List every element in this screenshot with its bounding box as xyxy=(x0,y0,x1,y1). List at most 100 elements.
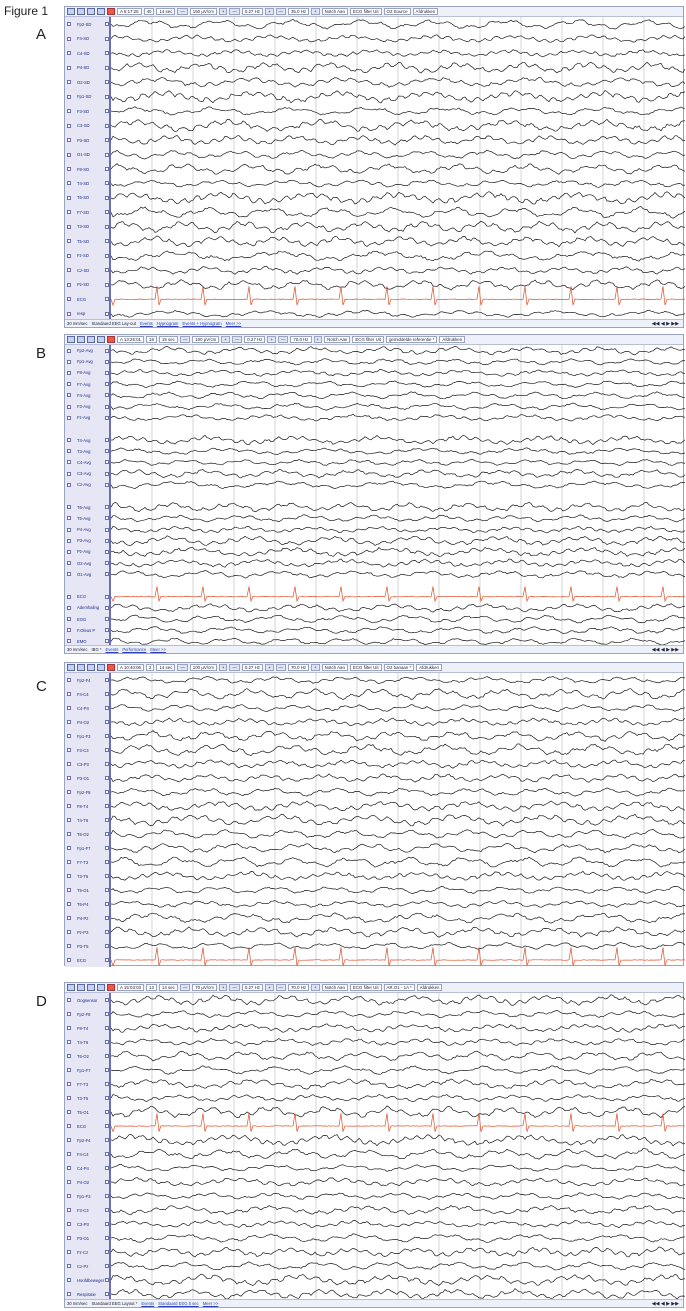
toolbar-field[interactable]: O2 banaan * xyxy=(383,664,415,671)
channel-settings-checkbox[interactable] xyxy=(105,348,109,353)
decrease-button[interactable]: — xyxy=(229,8,240,15)
channel-row[interactable]: C3-P3 xyxy=(65,1220,111,1228)
channel-checkbox[interactable] xyxy=(67,998,71,1002)
status-link[interactable]: Events xyxy=(105,647,119,652)
channel-row[interactable]: F4-Avg xyxy=(65,391,111,399)
toolbar-field[interactable]: 14 sec xyxy=(158,984,178,991)
status-field[interactable]: Standaard EEG Layout * xyxy=(91,1301,138,1306)
channel-settings-checkbox[interactable] xyxy=(105,311,109,316)
monitor-icon[interactable] xyxy=(87,984,95,991)
channel-row[interactable]: ECG xyxy=(65,956,111,964)
channel-settings-checkbox[interactable] xyxy=(105,404,109,409)
channel-settings-checkbox[interactable] xyxy=(105,36,109,41)
channel-checkbox[interactable] xyxy=(67,1110,71,1114)
channel-checkbox[interactable] xyxy=(67,297,71,302)
toolbar-field[interactable]: Notch Aan xyxy=(324,336,351,343)
channel-row[interactable]: F7-SD xyxy=(65,208,111,216)
channel-row[interactable]: Fp2-F4 xyxy=(65,1136,111,1144)
channel-checkbox[interactable] xyxy=(67,1166,71,1170)
channel-settings-checkbox[interactable] xyxy=(105,790,109,794)
channel-row[interactable]: resp xyxy=(65,310,111,318)
channel-checkbox[interactable] xyxy=(67,80,71,85)
speaker-icon[interactable] xyxy=(97,664,105,671)
decrease-button[interactable]: — xyxy=(231,336,243,343)
toolbar-field[interactable]: ECG filter Uit xyxy=(352,336,384,343)
status-field[interactable]: 30 mm/sec xyxy=(67,321,88,326)
eeg-trace-canvas[interactable] xyxy=(110,17,686,321)
monitor-icon[interactable] xyxy=(87,336,95,343)
eeg-trace-canvas[interactable] xyxy=(110,345,686,647)
record-icon[interactable] xyxy=(107,8,115,15)
channel-settings-checkbox[interactable] xyxy=(105,224,109,229)
channel-checkbox[interactable] xyxy=(67,1180,71,1184)
decrease-button[interactable]: — xyxy=(179,336,191,343)
speaker-icon[interactable] xyxy=(97,336,105,343)
channel-settings-checkbox[interactable] xyxy=(105,549,109,554)
increase-button[interactable]: + xyxy=(313,336,323,343)
channel-row[interactable]: C3-P3 xyxy=(65,760,111,768)
toolbar-field[interactable]: 150 µV/cm xyxy=(189,8,217,15)
toolbar-field[interactable]: Notch Aan xyxy=(321,8,348,15)
channel-settings-checkbox[interactable] xyxy=(105,998,109,1002)
status-field[interactable]: 30 mm/sec xyxy=(67,647,88,652)
channel-settings-checkbox[interactable] xyxy=(105,1278,109,1282)
channel-checkbox[interactable] xyxy=(67,36,71,41)
channel-settings-checkbox[interactable] xyxy=(105,1292,109,1296)
channel-checkbox[interactable] xyxy=(67,1250,71,1254)
increase-button[interactable]: + xyxy=(264,664,274,671)
channel-row[interactable]: T3-SD xyxy=(65,223,111,231)
channel-row[interactable]: P3-Avg xyxy=(65,537,111,545)
channel-row[interactable]: C4-Avg xyxy=(65,458,111,466)
channel-settings-checkbox[interactable] xyxy=(105,860,109,864)
increase-button[interactable]: + xyxy=(218,8,228,15)
channel-row[interactable]: Fp1-F7 xyxy=(65,844,111,852)
channel-checkbox[interactable] xyxy=(67,846,71,850)
channel-checkbox[interactable] xyxy=(67,152,71,157)
channel-settings-checkbox[interactable] xyxy=(105,1026,109,1030)
channel-settings-checkbox[interactable] xyxy=(105,762,109,766)
increase-button[interactable]: + xyxy=(311,984,320,991)
status-link[interactable]: Hypnogram xyxy=(156,321,179,326)
channel-settings-checkbox[interactable] xyxy=(105,1040,109,1044)
channel-checkbox[interactable] xyxy=(67,1138,71,1142)
channel-checkbox[interactable] xyxy=(67,138,71,143)
channel-row[interactable]: Pz-SD xyxy=(65,281,111,289)
channel-row[interactable]: Cz-SD xyxy=(65,266,111,274)
toolbar-field[interactable]: 0.27 Hz xyxy=(244,336,266,343)
status-link[interactable]: Meer >> xyxy=(150,647,166,652)
channel-row[interactable]: F8-Avg xyxy=(65,369,111,377)
channel-settings-checkbox[interactable] xyxy=(105,482,109,487)
toolbar-field[interactable]: gemiddelde referentie * xyxy=(385,336,438,343)
channel-settings-checkbox[interactable] xyxy=(105,944,109,948)
channel-row[interactable]: F3-C3 xyxy=(65,1206,111,1214)
channel-row[interactable]: F7-T3 xyxy=(65,1080,111,1088)
decrease-button[interactable]: — xyxy=(275,984,286,991)
toolbar-field[interactable]: O2 Source xyxy=(383,8,411,15)
decrease-button[interactable]: — xyxy=(229,984,240,991)
status-link[interactable]: Events + Hypnogram xyxy=(182,321,222,326)
channel-settings-checkbox[interactable] xyxy=(105,210,109,215)
grid-icon[interactable] xyxy=(77,664,85,671)
channel-settings-checkbox[interactable] xyxy=(105,415,109,420)
channel-settings-checkbox[interactable] xyxy=(105,1124,109,1128)
channel-row[interactable]: C4-SD xyxy=(65,49,111,57)
channel-settings-checkbox[interactable] xyxy=(105,958,109,962)
record-icon[interactable] xyxy=(107,336,115,343)
channel-row[interactable]: T4-T6 xyxy=(65,1038,111,1046)
page-navigation-icon[interactable]: ◀◀ ◀ ▶ ▶▶ xyxy=(651,1300,679,1307)
channel-row[interactable]: T5-SD xyxy=(65,237,111,245)
channel-checkbox[interactable] xyxy=(67,94,71,99)
increase-button[interactable]: + xyxy=(311,664,320,671)
channel-checkbox[interactable] xyxy=(67,348,71,353)
channel-checkbox[interactable] xyxy=(67,282,71,287)
channel-settings-checkbox[interactable] xyxy=(105,1012,109,1016)
channel-settings-checkbox[interactable] xyxy=(105,706,109,710)
channel-row[interactable]: Fp2-F8 xyxy=(65,1010,111,1018)
decrease-button[interactable]: — xyxy=(177,8,188,15)
toolbar-field[interactable]: A 15:03:03 xyxy=(117,984,144,991)
channel-checkbox[interactable] xyxy=(67,639,71,644)
channel-row[interactable]: ECG xyxy=(65,295,111,303)
channel-checkbox[interactable] xyxy=(67,1194,71,1198)
channel-settings-checkbox[interactable] xyxy=(105,1194,109,1198)
toolbar-field[interactable]: 15 sec xyxy=(158,336,178,343)
